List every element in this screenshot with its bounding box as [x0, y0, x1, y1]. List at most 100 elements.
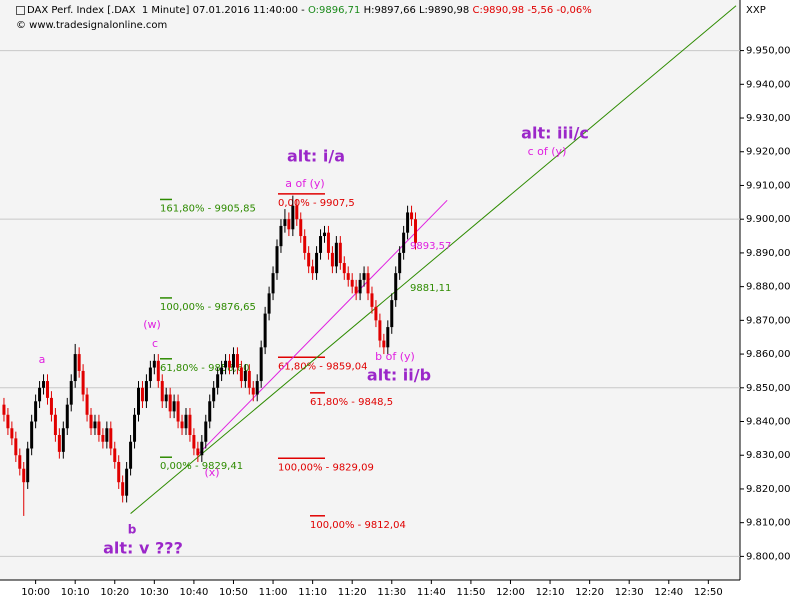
- candle-body: [338, 242, 342, 264]
- y-tick-label: 9.870,00: [746, 315, 791, 326]
- candle-body: [259, 347, 263, 382]
- wave-label: 9881,11: [410, 283, 451, 294]
- candle-body: [370, 293, 374, 307]
- candle-body: [188, 414, 192, 435]
- candle-body: [299, 219, 303, 237]
- x-tick-label: 12:50: [694, 587, 723, 598]
- fib-label: 0,00% - 9829,41: [160, 461, 243, 472]
- candle-body: [311, 266, 315, 274]
- candle-body: [228, 360, 232, 368]
- y-tick-label: 9.830,00: [746, 450, 791, 461]
- icon: [16, 5, 25, 15]
- x-tick-label: 12:20: [575, 587, 604, 598]
- candle-body: [81, 370, 85, 395]
- candle-body: [346, 273, 350, 280]
- candle-body: [326, 232, 330, 253]
- candle-body: [208, 401, 212, 422]
- trendline: [130, 5, 737, 514]
- candle-body: [251, 387, 255, 395]
- y-tick-label: 9.860,00: [746, 349, 791, 360]
- candle-body: [180, 421, 184, 429]
- candle-body: [291, 205, 295, 230]
- y-tick-label: 9.950,00: [746, 46, 791, 57]
- candle-body: [255, 381, 259, 395]
- candle-body: [97, 421, 101, 435]
- candle-body: [53, 414, 57, 435]
- candle-body: [129, 441, 133, 469]
- candle-body: [73, 354, 77, 382]
- candle-body: [414, 219, 418, 243]
- x-tick-label: 10:10: [61, 587, 90, 598]
- candle-body: [45, 381, 49, 398]
- wave-label: a: [39, 353, 46, 366]
- candle-body: [89, 414, 93, 429]
- header-source: © www.tradesignalonline.com: [16, 20, 168, 31]
- candle-body: [354, 286, 358, 294]
- wave-label: c: [152, 337, 158, 350]
- candle-body: [196, 448, 200, 456]
- candle-body: [394, 273, 398, 301]
- x-tick-label: 11:10: [298, 587, 327, 598]
- wave-label: a of (y): [285, 177, 324, 190]
- candle-body: [61, 428, 65, 452]
- y-tick-label: 9.890,00: [746, 248, 791, 259]
- wave-label: alt: iii/c: [521, 124, 589, 143]
- candle-body: [125, 468, 129, 496]
- candle-body: [65, 404, 69, 429]
- candle-body: [93, 421, 97, 429]
- fib-label: 61,80% - 9848,5: [310, 397, 393, 408]
- y-tick-label: 9.880,00: [746, 282, 791, 293]
- header-open: O:9896,71: [307, 5, 364, 16]
- candle-body: [279, 225, 283, 247]
- candle-body: [220, 367, 224, 375]
- candle-body: [366, 273, 370, 294]
- y-tick-label: 9.920,00: [746, 147, 791, 158]
- candle-body: [204, 421, 208, 442]
- wave-label: alt: v ???: [103, 539, 183, 558]
- candle-body: [307, 252, 311, 267]
- wave-label: alt: ii/b: [367, 366, 431, 385]
- wave-label: (w): [143, 318, 161, 331]
- candle-body: [2, 404, 6, 415]
- fib-label: 0,00% - 9907,5: [278, 198, 355, 209]
- candle-body: [105, 428, 109, 442]
- wave-label: alt: i/a: [287, 147, 345, 166]
- candle-body: [137, 387, 141, 415]
- trendline: [197, 199, 448, 455]
- candle-body: [319, 236, 323, 253]
- x-tick-label: 12:00: [496, 587, 525, 598]
- candle-body: [382, 340, 386, 348]
- wave-label: b of (y): [375, 350, 415, 363]
- header: DAX Perf. Index [.DAX 1 Minute] 07.01.20…: [16, 3, 592, 33]
- candle-body: [410, 212, 414, 220]
- candle-body: [121, 482, 125, 496]
- candle-body: [164, 394, 168, 402]
- candle-body: [30, 421, 34, 449]
- candle-body: [26, 448, 30, 483]
- candle-body: [271, 273, 275, 294]
- x-tick-label: 11:20: [338, 587, 367, 598]
- candle-body: [152, 360, 156, 368]
- candle-body: [224, 360, 228, 368]
- candle-body: [322, 232, 326, 237]
- x-tick-label: 11:30: [377, 587, 406, 598]
- fib-label: 61,80% - 9859,04: [278, 361, 367, 372]
- candle-body: [295, 205, 299, 220]
- x-tick-label: 11:40: [417, 587, 446, 598]
- fib-label: 61,80% - 9858,60: [160, 363, 249, 374]
- candle-body: [148, 367, 152, 382]
- candle-body: [144, 381, 148, 402]
- x-tick-label: 10:00: [21, 587, 50, 598]
- y-tick-label: 9.850,00: [746, 383, 791, 394]
- candle-body: [239, 367, 243, 382]
- y-tick-label: 9.800,00: [746, 551, 791, 562]
- header-title: DAX Perf. Index [.DAX 1 Minute] 07.01.20…: [27, 5, 305, 16]
- fib-label: 100,00% - 9829,09: [278, 462, 374, 473]
- candle-body: [362, 273, 366, 280]
- x-tick-label: 12:30: [615, 587, 644, 598]
- candle-body: [117, 461, 121, 483]
- candle-body: [160, 381, 164, 402]
- y-tick-label: 9.910,00: [746, 180, 791, 191]
- x-tick-label: 10:40: [179, 587, 208, 598]
